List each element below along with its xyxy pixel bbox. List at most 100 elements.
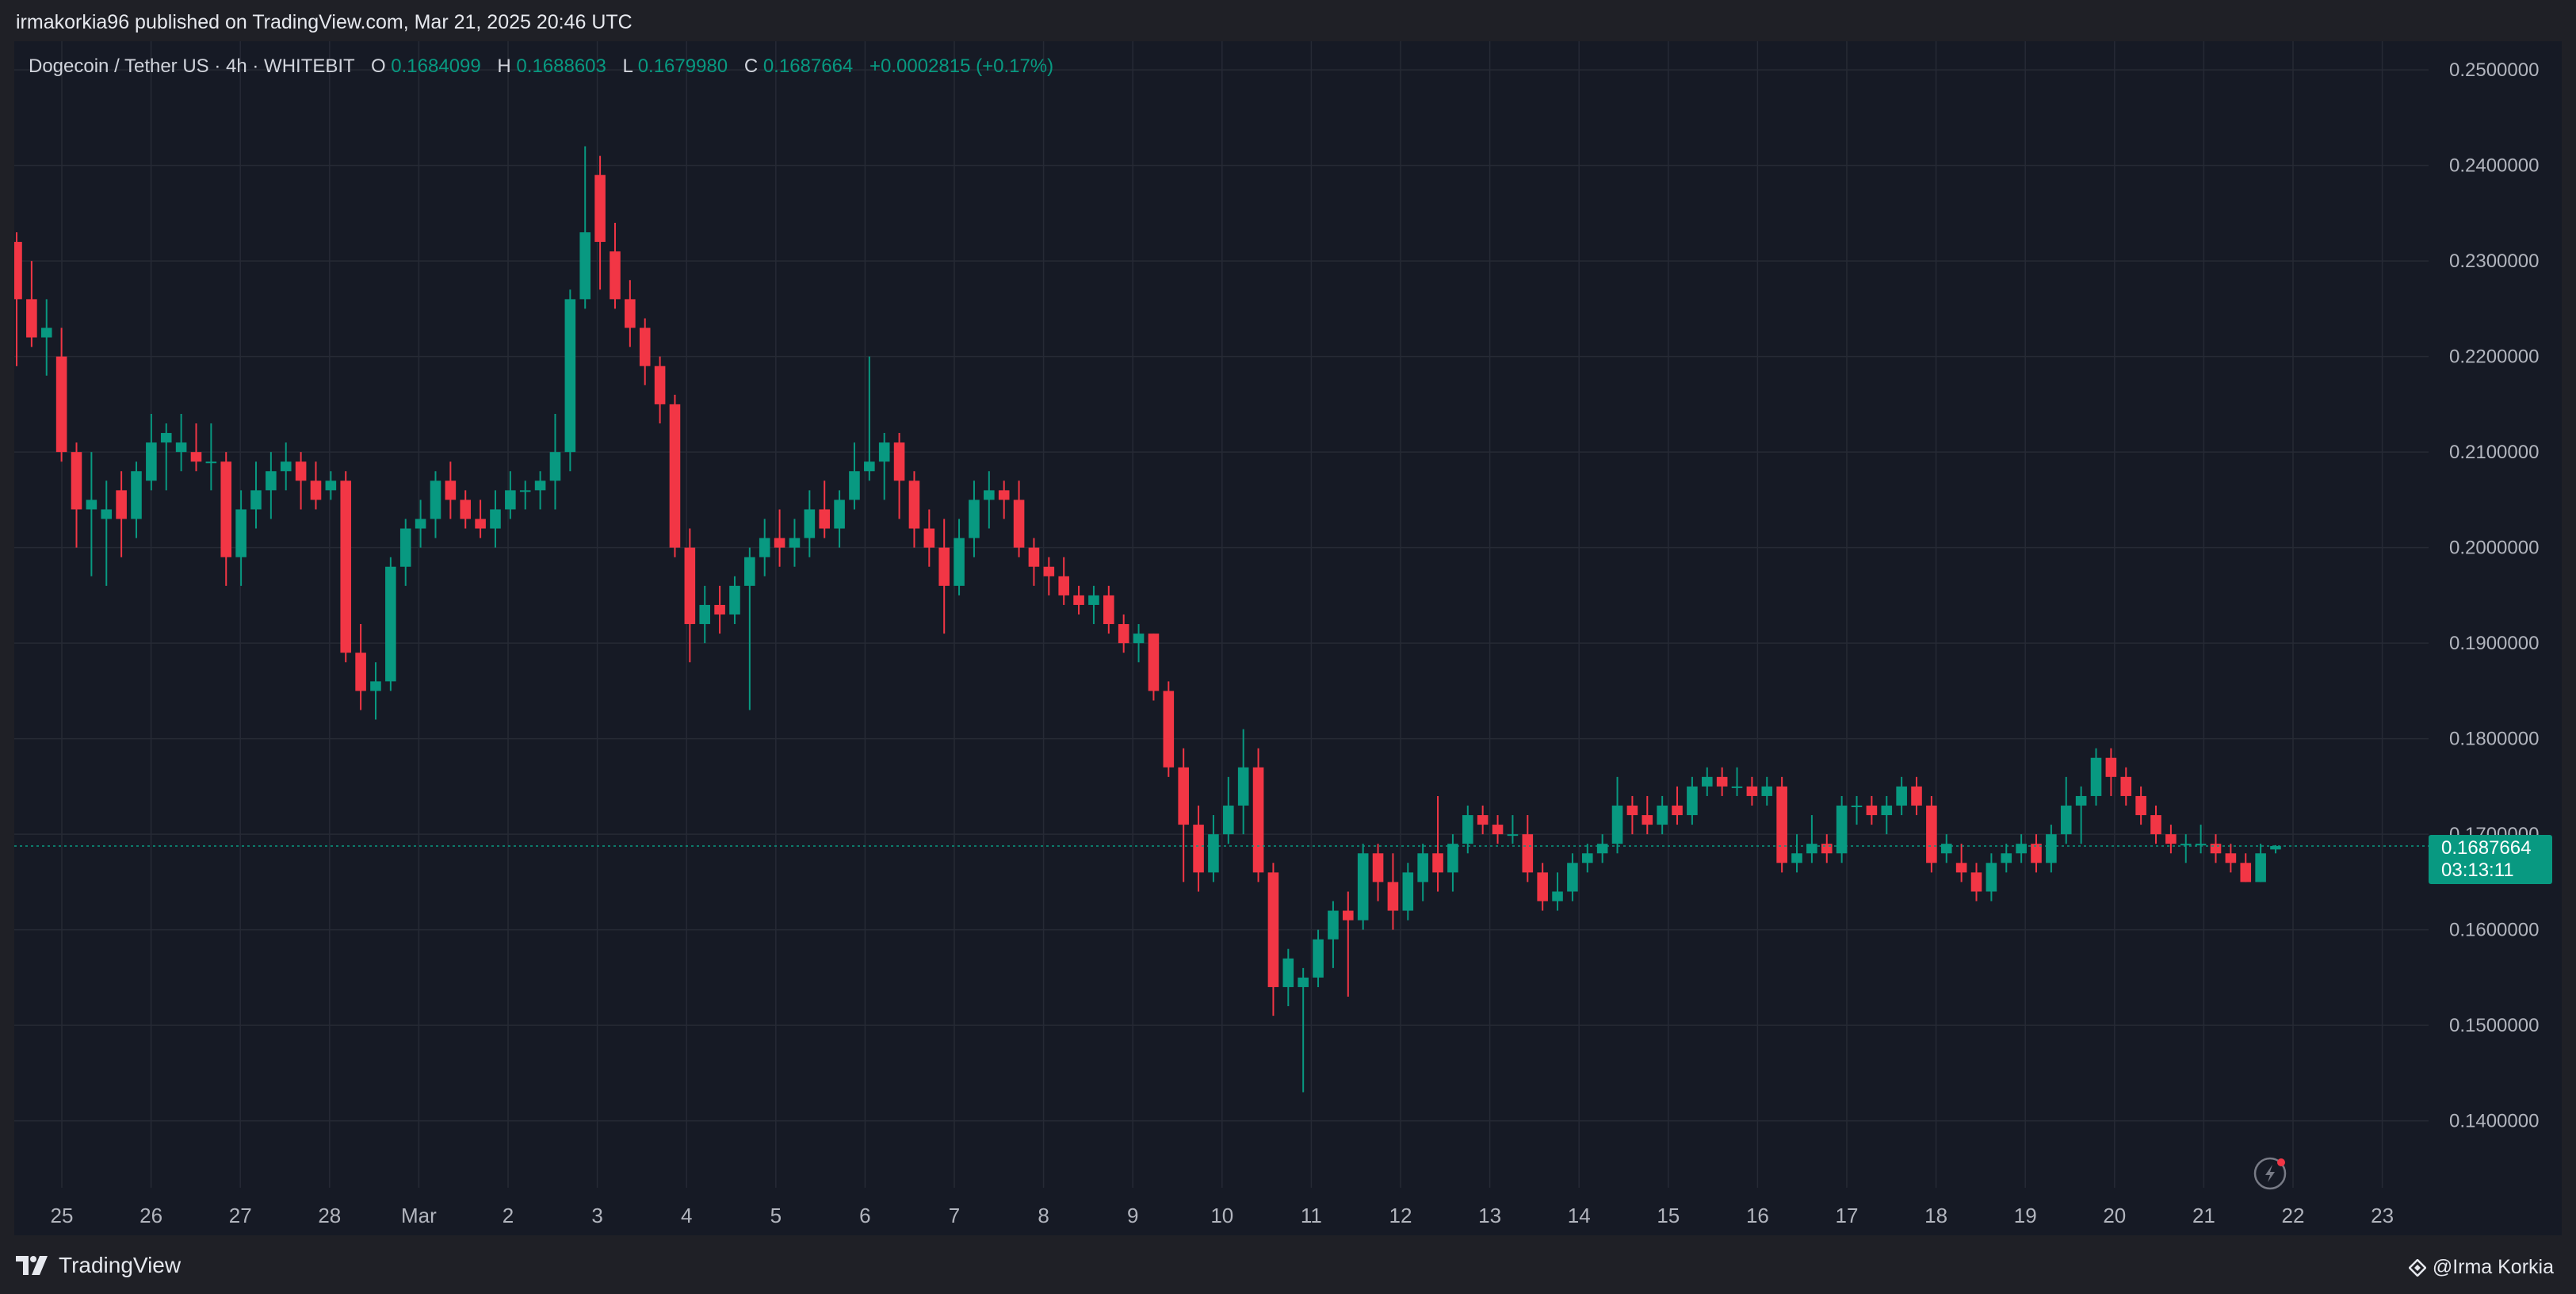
- candle-body: [834, 500, 845, 529]
- legend-high-value: 0.1688603: [516, 56, 606, 77]
- candle-body: [984, 490, 995, 500]
- time-tick-label: 15: [1657, 1204, 1680, 1227]
- candle-body: [1237, 767, 1249, 806]
- candle-body: [86, 500, 97, 510]
- candle-body: [1208, 834, 1219, 873]
- price-tick-label: 0.1500000: [2449, 1015, 2539, 1036]
- candle-body: [1611, 806, 1623, 844]
- candle-body: [1866, 806, 1878, 816]
- candle-body: [505, 490, 516, 510]
- candle-body: [355, 653, 366, 691]
- candle-body: [55, 356, 67, 453]
- time-tick-label: 21: [2192, 1204, 2215, 1227]
- candle-body: [1163, 691, 1175, 768]
- candle-body: [1821, 844, 1833, 854]
- candle-body: [101, 509, 113, 519]
- time-tick-label: 16: [1746, 1204, 1769, 1227]
- candle-body: [295, 461, 307, 481]
- chart-legend: Dogecoin / Tether US · 4h · WHITEBIT O 0…: [29, 56, 1053, 77]
- candle-body: [2001, 853, 2012, 863]
- time-tick-label: 22: [2282, 1204, 2305, 1227]
- candle-body: [1672, 806, 1683, 816]
- price-tick-label: 0.2200000: [2449, 346, 2539, 368]
- candle-body: [370, 681, 381, 691]
- candle-body: [1447, 844, 1458, 873]
- candle-body: [1881, 806, 1893, 816]
- legend-close-label: C: [744, 56, 758, 77]
- time-tick-label: 14: [1568, 1204, 1591, 1227]
- candlestick-chart[interactable]: 0.14000000.15000000.16000000.17000000.18…: [11, 41, 2562, 1235]
- candle-body: [684, 547, 696, 625]
- candle-body: [399, 528, 411, 567]
- candle-body: [2210, 844, 2222, 854]
- candle-body: [908, 480, 920, 529]
- candle-body: [1940, 844, 1952, 854]
- candle-body: [759, 538, 770, 557]
- candle-body: [11, 242, 22, 300]
- candle-body: [2240, 863, 2252, 882]
- time-axis[interactable]: 25 26 27 28 Mar 2 3 4 5 6 7 8 9 10 11 12 13 14 15 16 17 18 19 2…: [51, 1204, 2394, 1227]
- price-tick-label: 0.1400000: [2449, 1111, 2539, 1132]
- candle-body: [1387, 882, 1399, 911]
- time-tick-label: 2: [503, 1204, 514, 1227]
- candle-body: [819, 509, 830, 529]
- candle-body: [1926, 806, 1937, 863]
- candle-body: [1282, 958, 1294, 987]
- candle-body: [1417, 853, 1428, 882]
- candle-body: [220, 461, 232, 557]
- candle-body: [2031, 844, 2042, 863]
- candle-body: [1058, 576, 1069, 595]
- candle-body: [893, 442, 905, 481]
- flash-icon[interactable]: [2253, 1157, 2287, 1190]
- candle-body: [938, 547, 950, 586]
- legend-change: +0.0002815 (+0.17%): [869, 56, 1053, 77]
- candle-body: [2135, 795, 2146, 816]
- candle-body: [1372, 853, 1384, 882]
- candle-body: [1657, 806, 1668, 825]
- candle-body: [1791, 853, 1802, 863]
- candle-body: [2150, 815, 2161, 835]
- candle-body: [849, 471, 860, 500]
- time-tick-label: 19: [2014, 1204, 2037, 1227]
- candle-body: [1252, 767, 1264, 873]
- price-axis[interactable]: 0.14000000.15000000.16000000.17000000.18…: [2449, 59, 2539, 1132]
- candle-body: [2270, 846, 2281, 850]
- author-credit[interactable]: @Irma Korkia: [2408, 1256, 2554, 1279]
- candle-body: [415, 519, 426, 529]
- legend-low-label: L: [623, 56, 633, 77]
- candle-body: [1133, 634, 1145, 644]
- candle-body: [1806, 844, 1817, 854]
- candle-body: [2075, 795, 2087, 806]
- chart-area[interactable]: 0.1400000 0.1500000 0.1600000 0.1700000 0.18…: [11, 41, 2562, 1235]
- brand-name: TradingView: [59, 1253, 182, 1277]
- candle-body: [1103, 595, 1114, 625]
- candle-body: [116, 490, 127, 519]
- candle-body: [1642, 815, 1653, 825]
- candle-body: [549, 452, 561, 481]
- candle-body: [190, 452, 202, 462]
- author-name: @Irma Korkia: [2432, 1256, 2554, 1278]
- tradingview-logo[interactable]: TradingView: [16, 1253, 181, 1278]
- candle-body: [1687, 786, 1698, 816]
- candle-body: [669, 404, 681, 548]
- candle-body: [2165, 834, 2177, 844]
- candle-body: [310, 480, 322, 500]
- candle-body: [1851, 806, 1863, 807]
- time-tick-label: 28: [318, 1204, 341, 1227]
- candle-body: [923, 528, 935, 548]
- candle-body: [26, 299, 37, 338]
- candle-body: [878, 442, 890, 462]
- candle-body: [1567, 863, 1578, 892]
- legend-low-value: 0.1679980: [638, 56, 728, 77]
- candle-body: [2255, 853, 2266, 882]
- legend-open-value: 0.1684099: [391, 56, 480, 77]
- tradingview-logo-icon: [16, 1256, 48, 1275]
- candle-body: [714, 604, 725, 614]
- candle-body: [250, 490, 262, 510]
- candle-body: [1462, 815, 1473, 844]
- candle-body: [639, 327, 651, 366]
- candle-body: [699, 604, 711, 625]
- candle-body: [385, 566, 396, 682]
- candle-body: [564, 299, 576, 453]
- candle-body: [804, 509, 816, 538]
